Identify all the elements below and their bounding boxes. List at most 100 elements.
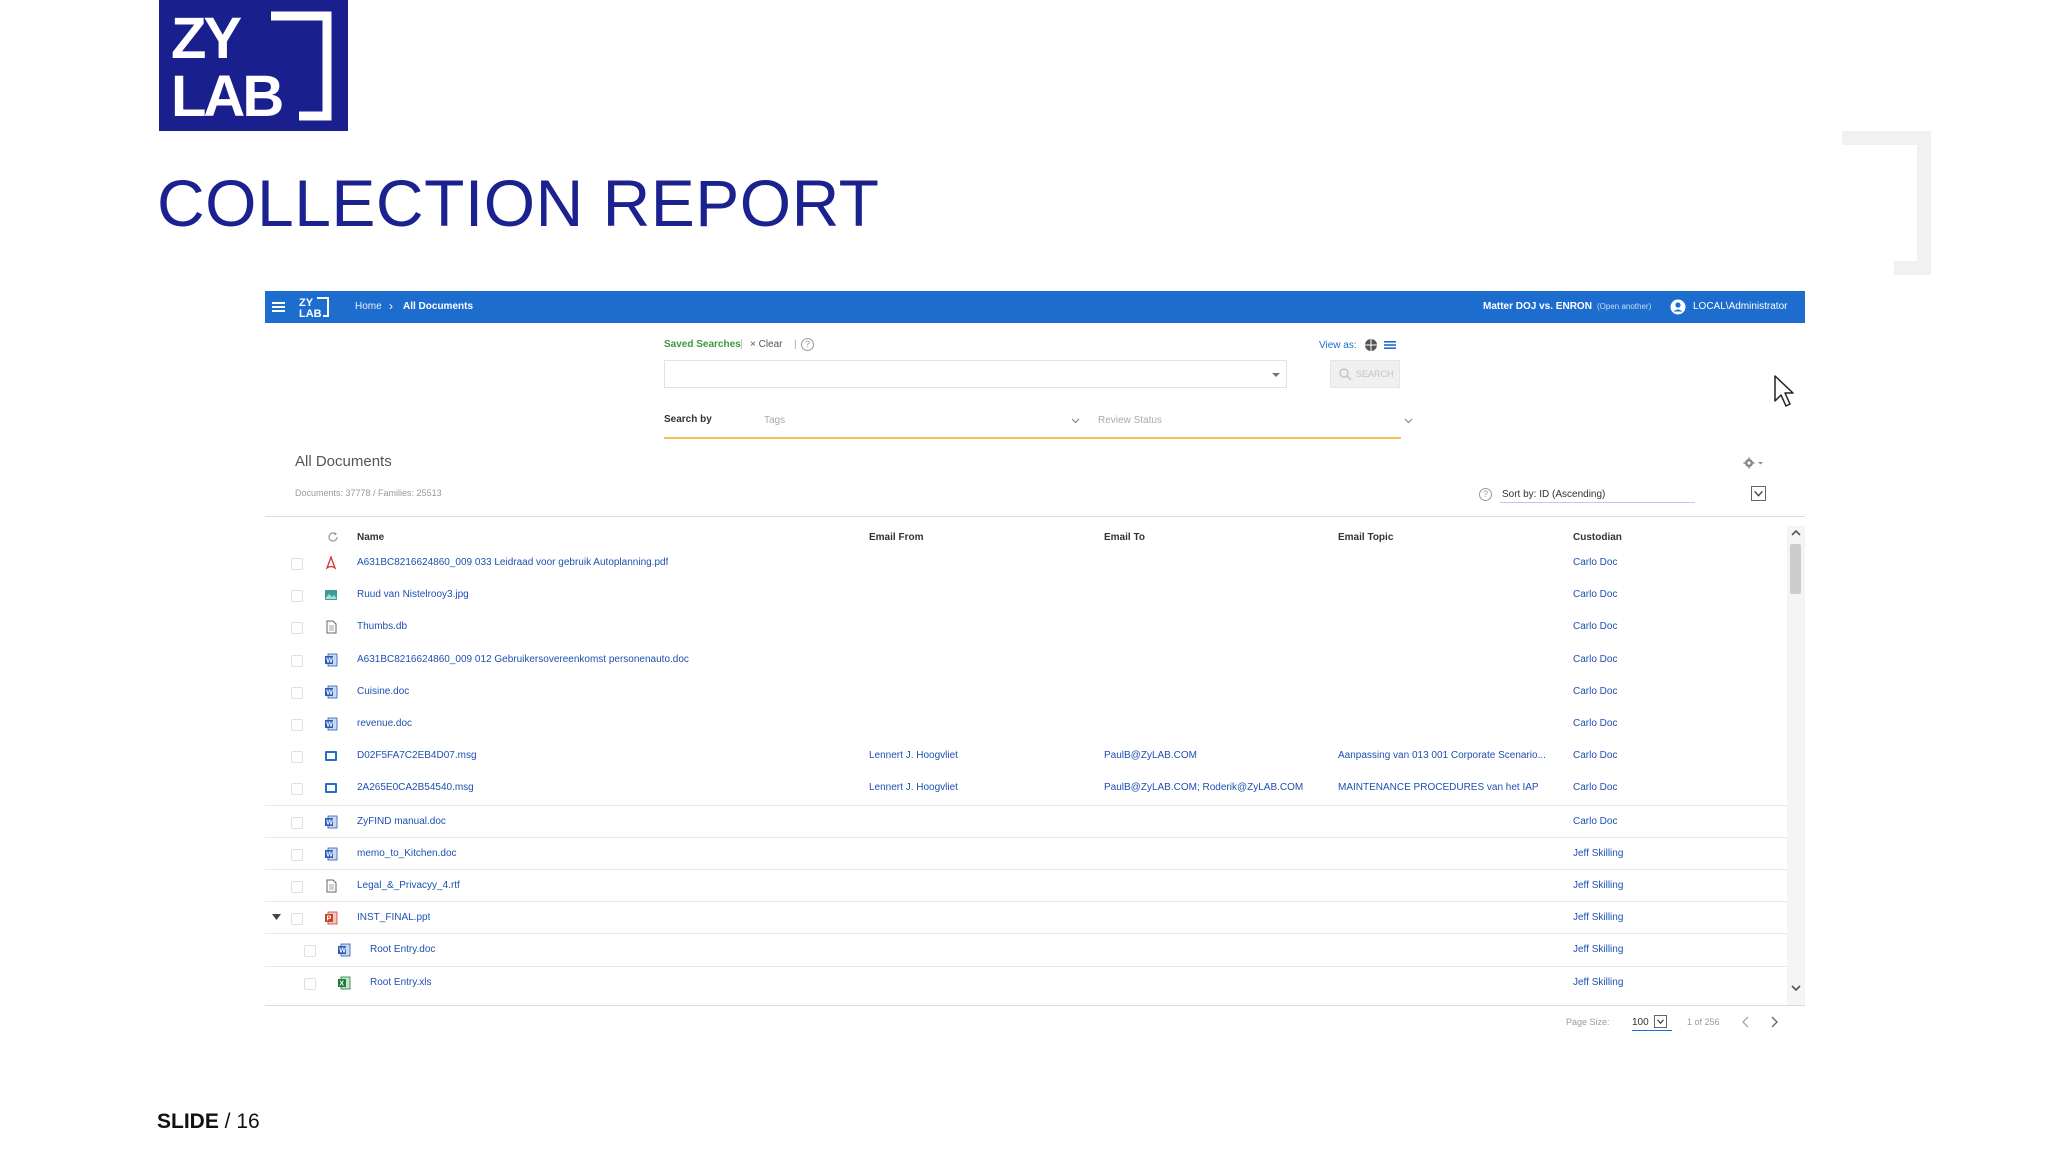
cell-custodian[interactable]: Jeff Skilling (1573, 976, 1624, 988)
column-header-custodian[interactable]: Custodian (1573, 532, 1622, 543)
row-checkbox[interactable] (291, 751, 303, 764)
cell-custodian[interactable]: Carlo Doc (1573, 653, 1618, 665)
column-header-name[interactable]: Name (357, 532, 385, 543)
table-row[interactable]: Thumbs.db Carlo Doc (265, 611, 1787, 643)
cell-name[interactable]: Thumbs.db (357, 621, 408, 633)
row-checkbox[interactable] (304, 945, 316, 958)
row-checkbox[interactable] (291, 558, 303, 570)
row-checkbox[interactable] (291, 848, 303, 861)
cell-name[interactable]: Ruud van Nistelrooy3.jpg (357, 589, 469, 601)
row-checkbox[interactable] (291, 654, 303, 667)
cell-custodian[interactable]: Carlo Doc (1573, 685, 1618, 697)
cell-name[interactable]: D02F5FA7C2EB4D07.msg (357, 750, 477, 762)
table-row[interactable]: W Root Entry.doc Jeff Skilling (265, 933, 1787, 965)
open-another-link[interactable]: (Open another) (1597, 302, 1652, 311)
cell-custodian[interactable]: Jeff Skilling (1573, 944, 1624, 956)
page-size-select[interactable]: 100 (1632, 1017, 1672, 1031)
svg-text:W: W (339, 948, 346, 955)
cell-custodian[interactable]: Carlo Doc (1573, 718, 1618, 729)
row-checkbox[interactable] (291, 622, 303, 635)
sort-select[interactable]: Sort by: ID (Ascending) (1502, 489, 1606, 500)
table-row[interactable]: A631BC8216624860_009 033 Leidraad voor g… (265, 547, 1787, 579)
row-checkbox[interactable] (291, 881, 303, 893)
app-logo-icon[interactable]: ZY LAB (297, 295, 331, 319)
saved-searches-link[interactable]: Saved Searches (664, 339, 741, 350)
hamburger-menu-icon[interactable] (270, 297, 288, 317)
cell-custodian[interactable]: Carlo Doc (1573, 621, 1618, 633)
previous-page-icon[interactable] (1741, 1016, 1751, 1028)
table-row[interactable]: 2A265E0CA2B54540.msg Lennert J. Hoogvliet… (265, 772, 1787, 804)
next-page-icon[interactable] (1769, 1016, 1779, 1028)
table-row[interactable]: D02F5FA7C2EB4D07.msg Lennert J. Hoogvliet… (265, 740, 1787, 772)
user-avatar-icon[interactable] (1670, 299, 1686, 315)
refresh-icon[interactable] (327, 531, 339, 543)
column-header-email-topic[interactable]: Email Topic (1338, 532, 1394, 543)
matter-name[interactable]: Matter DOJ vs. ENRON (1483, 301, 1592, 312)
list-view-icon[interactable] (1383, 338, 1397, 352)
row-checkbox[interactable] (291, 816, 303, 829)
cell-custodian[interactable]: Jeff Skilling (1573, 880, 1624, 891)
email-icon (325, 783, 337, 794)
collapse-caret-icon[interactable] (272, 914, 281, 921)
cell-custodian[interactable]: Carlo Doc (1573, 589, 1618, 601)
grid-view-icon[interactable] (1364, 338, 1378, 352)
cell-custodian[interactable]: Carlo Doc (1573, 557, 1618, 568)
gear-icon[interactable] (1743, 456, 1765, 470)
user-menu[interactable]: LOCAL\Administrator (1693, 301, 1788, 312)
image-icon (325, 590, 337, 601)
search-button[interactable]: SEARCH (1330, 360, 1400, 388)
search-input[interactable] (664, 360, 1287, 388)
bracket-decoration (1842, 131, 1931, 275)
vertical-scrollbar[interactable] (1787, 526, 1805, 1006)
chevron-down-icon[interactable] (1272, 371, 1280, 379)
cell-name[interactable]: 2A265E0CA2B54540.msg (357, 782, 474, 794)
table-row[interactable]: P INST_FINAL.ppt Jeff Skilling (265, 901, 1787, 933)
cell-custodian[interactable]: Jeff Skilling (1573, 912, 1624, 924)
table-row[interactable]: Legal_&_Privacyy_4.rtf Jeff Skilling (265, 869, 1787, 901)
help-icon[interactable]: ? (801, 338, 814, 351)
cell-name[interactable]: revenue.doc (357, 718, 413, 729)
row-checkbox[interactable] (291, 783, 303, 796)
cell-name[interactable]: ZyFIND manual.doc (357, 815, 446, 827)
cell-custodian[interactable]: Carlo Doc (1573, 782, 1618, 794)
cell-name[interactable]: A631BC8216624860_009 012 Gebruikersovere… (357, 653, 689, 665)
clear-button[interactable]: × Clear (750, 339, 783, 350)
slide-title: COLLECTION REPORT (157, 166, 880, 240)
cell-name[interactable]: Root Entry.doc (370, 944, 436, 956)
cell-custodian[interactable]: Jeff Skilling (1573, 847, 1624, 859)
svg-text:X: X (339, 980, 344, 987)
row-checkbox[interactable] (291, 719, 303, 731)
table-row[interactable]: W A631BC8216624860_009 012 Gebruikersover… (265, 644, 1787, 676)
table-row[interactable]: Ruud van Nistelrooy3.jpg Carlo Doc (265, 579, 1787, 611)
row-checkbox[interactable] (304, 977, 316, 990)
cell-name[interactable]: memo_to_Kitchen.doc (357, 847, 457, 859)
row-checkbox[interactable] (291, 913, 303, 926)
chevron-down-icon[interactable] (1751, 486, 1766, 501)
table-row[interactable]: X Root Entry.xls Jeff Skilling (265, 965, 1787, 998)
review-status-filter[interactable]: Review Status (1098, 415, 1418, 426)
scroll-up-icon[interactable] (1790, 528, 1802, 538)
cell-custodian[interactable]: Carlo Doc (1573, 750, 1618, 762)
cell-name[interactable]: Root Entry.xls (370, 976, 432, 988)
cell-name[interactable]: INST_FINAL.ppt (357, 912, 431, 924)
cell-email-to: PaulB@ZyLAB.COM (1104, 750, 1197, 762)
help-icon[interactable]: ? (1479, 488, 1492, 501)
table-row[interactable]: W Cuisine.doc Carlo Doc (265, 676, 1787, 708)
row-checkbox[interactable] (291, 686, 303, 699)
breadcrumb-home[interactable]: Home (355, 301, 382, 312)
chevron-down-icon[interactable] (1654, 1015, 1667, 1028)
divider: | (794, 339, 797, 350)
scrollbar-thumb[interactable] (1790, 544, 1801, 594)
cell-name[interactable]: A631BC8216624860_009 033 Leidraad voor g… (357, 557, 669, 568)
tags-filter[interactable]: Tags (764, 415, 1084, 426)
column-header-email-to[interactable]: Email To (1104, 532, 1145, 543)
cell-name[interactable]: Legal_&_Privacyy_4.rtf (357, 880, 460, 891)
cell-custodian[interactable]: Carlo Doc (1573, 815, 1618, 827)
column-header-email-from[interactable]: Email From (869, 532, 924, 543)
table-row[interactable]: W ZyFIND manual.doc Carlo Doc (265, 804, 1787, 837)
cell-name[interactable]: Cuisine.doc (357, 685, 410, 697)
row-checkbox[interactable] (291, 590, 303, 603)
scroll-down-icon[interactable] (1790, 983, 1802, 993)
